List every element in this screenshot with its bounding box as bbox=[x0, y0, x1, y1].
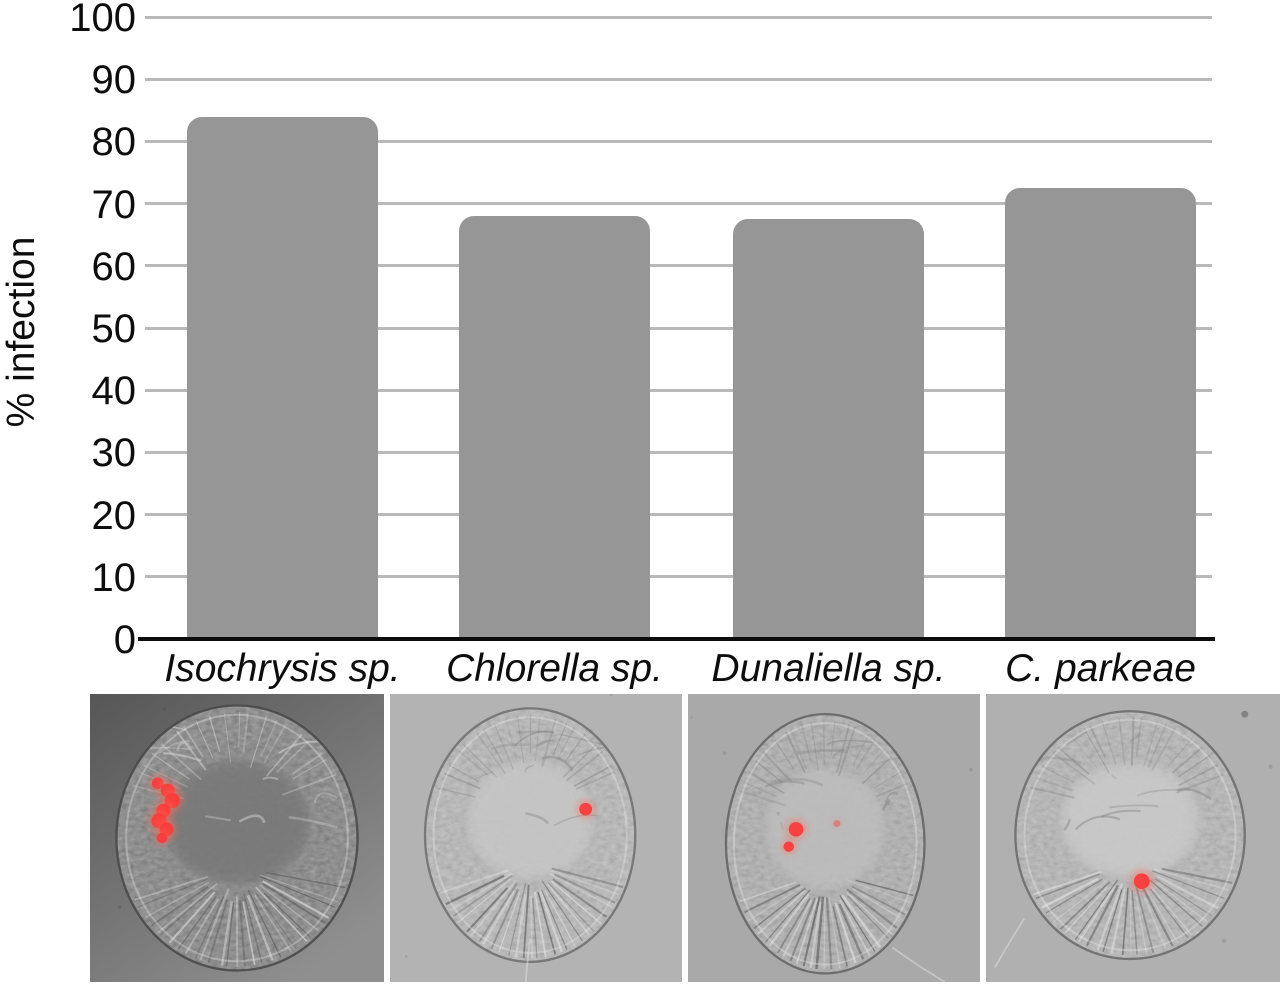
isochrysis-sp-micrograph bbox=[90, 694, 384, 982]
cell-outline bbox=[115, 704, 359, 972]
debris-speck bbox=[1241, 710, 1249, 718]
c-parkeae-micrograph bbox=[986, 694, 1280, 982]
gridline-70 bbox=[145, 202, 1212, 206]
y-tick-label-80: 80 bbox=[91, 120, 137, 165]
gridline-10 bbox=[145, 575, 1212, 579]
membrane-wrinkles bbox=[140, 722, 338, 829]
red-fluorescence-spots bbox=[146, 774, 185, 847]
ciliary-fan bbox=[1032, 867, 1233, 956]
bar-dunaliella-sp bbox=[733, 219, 924, 639]
gridline-40 bbox=[145, 388, 1212, 392]
red-fluorescence-spots bbox=[1129, 868, 1155, 894]
debris-filament bbox=[994, 918, 1025, 969]
y-tick-label-50: 50 bbox=[91, 307, 137, 351]
y-tick-label-100: 100 bbox=[69, 0, 136, 40]
collar-pleats bbox=[438, 714, 616, 798]
gridline-20 bbox=[145, 513, 1212, 517]
ciliary-fan bbox=[439, 867, 624, 959]
bar-chlorella-sp bbox=[459, 216, 650, 639]
gridline-100 bbox=[145, 15, 1212, 19]
red-fluorescence-spots bbox=[575, 799, 596, 820]
ciliary-fan bbox=[134, 871, 346, 967]
gridline-30 bbox=[145, 450, 1212, 454]
y-tick-label-0: 0 bbox=[113, 618, 136, 662]
x-category-label-chlorella-sp: Chlorella sp. bbox=[446, 647, 663, 690]
cell-outline bbox=[724, 713, 926, 975]
cell-outline bbox=[423, 707, 637, 963]
gridline-90 bbox=[145, 77, 1212, 81]
host-cell-body bbox=[425, 708, 636, 962]
cell-outline bbox=[1014, 710, 1246, 961]
bar-isochrysis-sp bbox=[187, 116, 378, 639]
debris-filament bbox=[891, 946, 946, 982]
x-category-label-isochrysis-sp: Isochrysis sp. bbox=[164, 647, 401, 690]
collar-pleats bbox=[1030, 717, 1224, 799]
ciliary-fan bbox=[739, 878, 914, 970]
host-cell-body bbox=[1015, 711, 1245, 959]
host-cell-body bbox=[725, 714, 925, 974]
y-tick-label-90: 90 bbox=[91, 58, 137, 103]
dunaliella-sp-micrograph bbox=[688, 694, 980, 982]
chlorella-sp-micrograph bbox=[390, 694, 682, 982]
bar-c-parkeae bbox=[1005, 188, 1196, 639]
gridline-60 bbox=[145, 264, 1212, 268]
x-axis-line bbox=[138, 637, 1215, 641]
y-tick-label-60: 60 bbox=[91, 244, 137, 289]
y-tick-label-40: 40 bbox=[91, 369, 137, 414]
host-cell-body bbox=[116, 705, 358, 971]
y-tick-label-20: 20 bbox=[91, 493, 137, 538]
y-tick-label-30: 30 bbox=[91, 431, 137, 476]
red-fluorescence-spots bbox=[780, 817, 843, 855]
debris-filament bbox=[524, 938, 532, 982]
y-tick-label-70: 70 bbox=[91, 182, 137, 227]
gridline-80 bbox=[145, 139, 1212, 143]
x-category-label-dunaliella-sp: Dunaliella sp. bbox=[711, 647, 946, 690]
y-tick-label-10: 10 bbox=[91, 555, 137, 600]
x-category-label-c-parkeae: C. parkeae bbox=[1005, 647, 1196, 690]
collar-pleats bbox=[739, 720, 908, 807]
gridline-50 bbox=[145, 326, 1212, 330]
